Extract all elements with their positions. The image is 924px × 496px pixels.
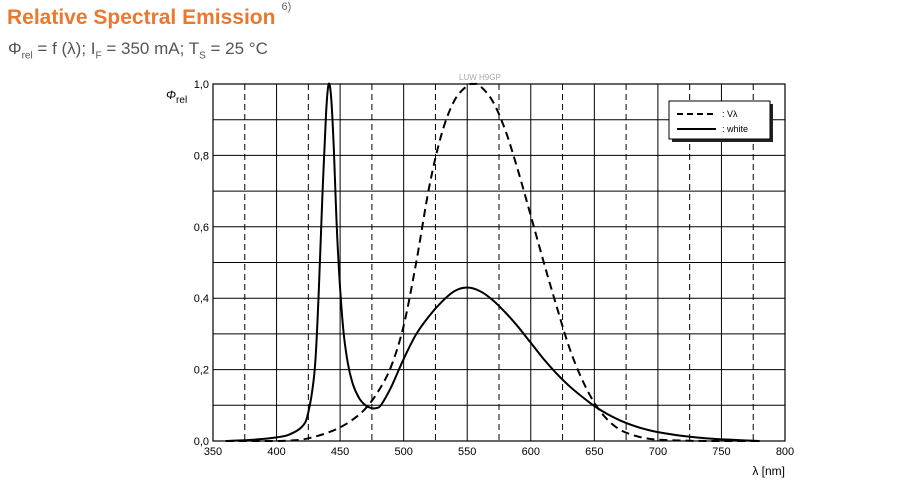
title-text: Relative Spectral Emission xyxy=(7,6,276,29)
subtitle-phi-sub: rel xyxy=(21,50,33,62)
x-tick-label: 350 xyxy=(204,446,222,458)
y-tick-labels: 0,0 0,2 0,4 0,6 0,8 1,0 xyxy=(194,79,209,448)
x-tick-label: 450 xyxy=(331,446,349,458)
subtitle-phi: Φ xyxy=(8,39,22,58)
y-axis-label: Φrel xyxy=(166,88,187,106)
x-tick-label: 600 xyxy=(522,446,540,458)
y-axis-label-main: Φ xyxy=(166,88,176,102)
x-tick-label: 800 xyxy=(776,446,794,458)
series-white-line xyxy=(225,82,760,442)
page-title: Relative Spectral Emission 6) xyxy=(7,1,291,30)
legend-white-label: : white xyxy=(722,124,748,134)
legend-box xyxy=(668,100,771,140)
chart-grid xyxy=(213,84,785,441)
subtitle-mid2: = 350 mA; T xyxy=(101,39,200,58)
subtitle-end: = 25 °C xyxy=(205,39,268,58)
y-tick-label: 0,8 xyxy=(194,150,209,162)
legend-v-lambda-label: : Vλ xyxy=(722,109,738,119)
chart-watermark: LUW H9GP xyxy=(459,73,501,82)
x-tick-label: 500 xyxy=(394,446,412,458)
chart-conditions: Φrel = f (λ); IF = 350 mA; TS = 25 °C xyxy=(8,39,268,61)
x-tick-label: 750 xyxy=(712,446,730,458)
x-tick-label: 550 xyxy=(458,446,476,458)
y-tick-label: 0,4 xyxy=(194,293,209,305)
y-axis-label-sub: rel xyxy=(176,95,187,106)
chart-legend: : Vλ : white xyxy=(668,100,773,142)
x-tick-label: 650 xyxy=(585,446,603,458)
x-tick-labels: 350 400 450 500 550 600 650 700 750 800 xyxy=(204,446,794,458)
x-tick-label: 400 xyxy=(267,446,285,458)
subtitle-if-sub: F xyxy=(95,50,102,62)
x-axis-label: λ [nm] xyxy=(752,464,785,478)
y-tick-label: 1,0 xyxy=(194,79,209,91)
title-footnote: 6) xyxy=(281,1,292,13)
subtitle-mid: = f (λ); I xyxy=(32,39,96,58)
y-tick-label: 0,6 xyxy=(194,222,209,234)
y-tick-label: 0,0 xyxy=(194,436,209,448)
subtitle-ts-sub: S xyxy=(199,50,206,62)
x-tick-label: 700 xyxy=(649,446,667,458)
plot-frame xyxy=(212,83,786,442)
y-tick-label: 0,2 xyxy=(194,365,209,377)
series-v-lambda-line xyxy=(225,82,760,443)
